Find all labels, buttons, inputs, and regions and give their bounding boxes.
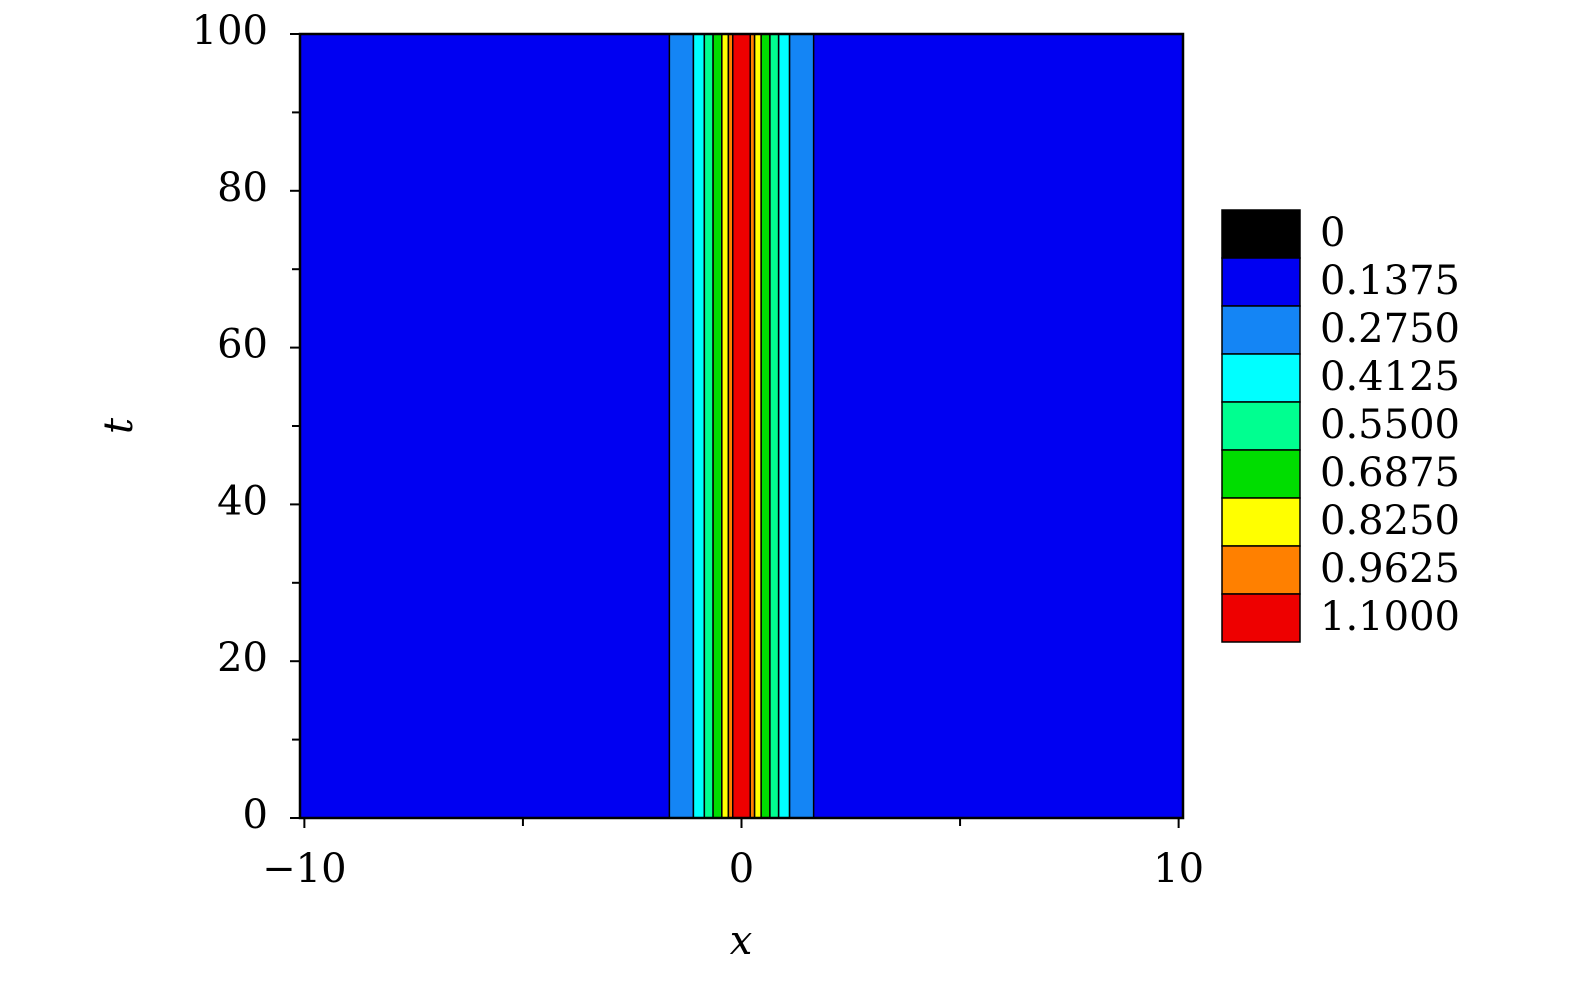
colorbar-label: 0.1375 [1320, 258, 1460, 304]
contour-band [712, 33, 723, 819]
colorbar-swatch [1221, 353, 1301, 403]
x-axis-label: x [730, 918, 753, 964]
colorbar-label: 0.8250 [1320, 498, 1460, 544]
contour-band [668, 33, 695, 819]
y-tick-label: 80 [217, 165, 268, 211]
contour-band [692, 33, 706, 819]
colorbar-swatch [1221, 593, 1301, 643]
contour-band [769, 33, 780, 819]
contour-band [760, 33, 771, 819]
contour-band [703, 33, 714, 819]
colorbar-swatch [1221, 257, 1301, 307]
colorbar-label: 0.2750 [1320, 306, 1460, 352]
colorbar-label: 1.1000 [1320, 594, 1460, 640]
contour-band [788, 33, 815, 819]
colorbar-label: 0.6875 [1320, 450, 1460, 496]
colorbar-swatch [1221, 545, 1301, 595]
y-tick-label: 100 [192, 8, 268, 54]
y-axis-label: t [96, 417, 142, 434]
colorbar-swatch [1221, 497, 1301, 547]
contour-band [753, 33, 762, 819]
x-tick-label: 10 [1153, 846, 1204, 892]
y-tick-label: 0 [243, 792, 268, 838]
colorbar-swatch [1221, 401, 1301, 451]
contour-band [732, 33, 751, 819]
colorbar-label: 0 [1320, 210, 1345, 256]
contour-band [721, 33, 730, 819]
colorbar-label: 0.4125 [1320, 354, 1460, 400]
contour-band [777, 33, 791, 819]
colorbar-label: 0.9625 [1320, 546, 1460, 592]
colorbar-swatch [1221, 209, 1301, 259]
colorbar-swatch [1221, 449, 1301, 499]
colorbar-label: 0.5500 [1320, 402, 1460, 448]
y-tick-label: 40 [217, 478, 268, 524]
x-tick-label: 0 [729, 846, 754, 892]
colorbar-swatch [1221, 305, 1301, 355]
x-tick-label: −10 [262, 846, 346, 892]
y-tick-label: 20 [217, 635, 268, 681]
y-tick-label: 60 [217, 322, 268, 368]
